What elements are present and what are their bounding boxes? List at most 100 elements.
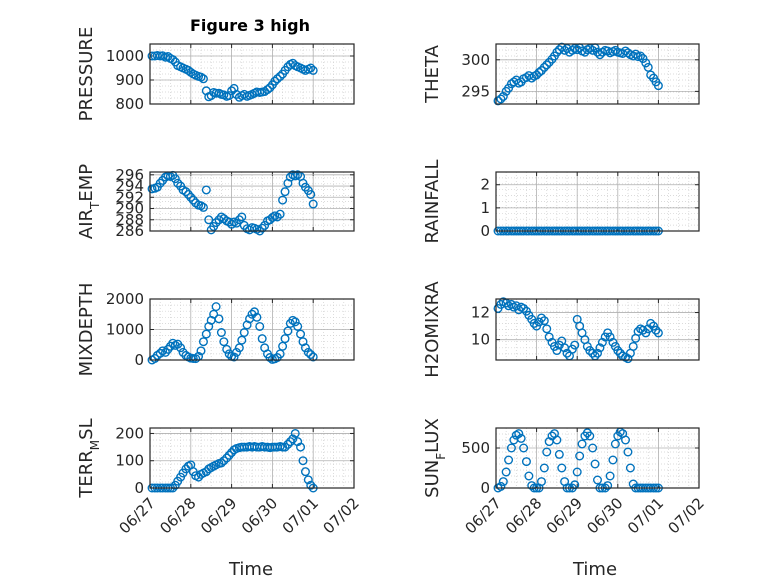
data-point	[570, 340, 580, 350]
data-point	[625, 463, 635, 473]
x-tick-label: 06/30	[238, 494, 281, 537]
data-point	[204, 215, 214, 225]
data-point	[653, 328, 663, 338]
data-point	[514, 429, 524, 439]
y-axis-label: AIRTEMP	[76, 164, 102, 239]
data-point	[170, 174, 180, 184]
data-point	[209, 309, 219, 319]
y-axis-label: SUNFLUX	[422, 418, 448, 498]
data-point	[588, 45, 598, 55]
data-point	[588, 443, 598, 453]
data-point	[176, 343, 186, 353]
y-tick-label: 0	[480, 479, 490, 497]
data-point	[498, 477, 508, 487]
data-point	[529, 318, 539, 328]
data-point	[623, 354, 633, 364]
data-point	[506, 443, 516, 453]
x-tick-label: 07/02	[320, 494, 363, 537]
data-point	[196, 201, 206, 211]
data-point	[628, 341, 638, 351]
data-point	[219, 456, 229, 466]
data-point	[275, 71, 285, 81]
y-tick-label: 0	[134, 479, 144, 497]
data-point	[196, 346, 206, 356]
y-tick-label: 288	[115, 211, 144, 229]
data-point	[608, 455, 618, 465]
figure-title: Figure 3 high	[190, 16, 310, 35]
y-tick-label: 1	[480, 199, 490, 217]
y-tick-label: 1000	[106, 47, 144, 65]
data-point	[278, 442, 288, 452]
data-point	[272, 212, 282, 222]
data-point	[252, 312, 262, 322]
data-point	[585, 431, 595, 441]
y-tick-label: 500	[461, 439, 490, 457]
data-point	[237, 212, 247, 222]
axes-box	[495, 171, 700, 232]
y-tick-label: 296	[115, 166, 144, 184]
y-axis-label: TERRMSL	[76, 418, 102, 498]
axes-box	[495, 43, 700, 105]
y-axis-label: MIXDEPTH	[76, 283, 97, 377]
y-tick-label: 286	[115, 222, 144, 240]
data-point	[293, 321, 303, 331]
data-point	[272, 74, 282, 84]
data-point	[290, 317, 300, 327]
data-point	[593, 475, 603, 485]
y-tick-label: 100	[115, 452, 144, 470]
subplot-pressure: 800 900 1000 PRESSURE	[76, 27, 355, 121]
data-point	[280, 334, 290, 344]
data-point	[524, 471, 534, 481]
y-tick-label: 294	[115, 177, 144, 195]
data-point	[603, 481, 613, 491]
data-point	[263, 85, 273, 95]
data-point	[211, 302, 221, 312]
data-point	[227, 219, 237, 229]
subplot-mixdepth: 0 1000 2000 MIXDEPTH	[76, 283, 355, 377]
data-point	[575, 451, 585, 461]
data-point	[222, 453, 232, 463]
data-point	[198, 74, 208, 84]
data-point	[631, 49, 641, 59]
data-point	[186, 67, 196, 77]
x-axis-label-right: Time	[572, 559, 617, 580]
x-tick-label: 06/29	[543, 494, 586, 537]
x-tick-label: 06/28	[156, 494, 199, 537]
data-point	[255, 321, 265, 331]
data-point	[306, 189, 316, 199]
data-point	[572, 467, 582, 477]
data-point	[267, 213, 277, 223]
data-point	[646, 318, 656, 328]
y-tick-label: 12	[471, 304, 490, 322]
x-tick-label: 06/27	[116, 494, 159, 537]
data-point	[155, 178, 165, 188]
data-point	[231, 347, 241, 357]
data-point	[570, 480, 580, 490]
data-point	[534, 67, 544, 77]
data-point	[275, 349, 285, 359]
axes-box	[495, 427, 700, 489]
data-point	[198, 202, 208, 212]
data-point	[280, 442, 290, 452]
axes-box	[149, 298, 355, 361]
data-point	[283, 326, 293, 336]
y-tick-label: 290	[115, 200, 144, 218]
data-point	[519, 443, 529, 453]
y-tick-label: 200	[115, 424, 144, 442]
data-point	[539, 463, 549, 473]
data-point	[216, 458, 226, 468]
data-point	[257, 334, 267, 344]
data-point	[504, 455, 514, 465]
x-tick-label: 06/30	[583, 494, 626, 537]
data-point	[532, 70, 542, 80]
subplot-sun-flux: 0 500 SUNFLUX 06/2706/2806/2906/3007/0107/0…	[422, 418, 708, 537]
x-tick-label: 06/28	[502, 494, 545, 537]
data-point	[188, 195, 198, 205]
data-point	[155, 348, 165, 358]
data-point	[290, 428, 300, 438]
axes-box	[149, 427, 355, 489]
data-point	[638, 325, 648, 335]
y-tick-label: 2000	[106, 290, 144, 308]
